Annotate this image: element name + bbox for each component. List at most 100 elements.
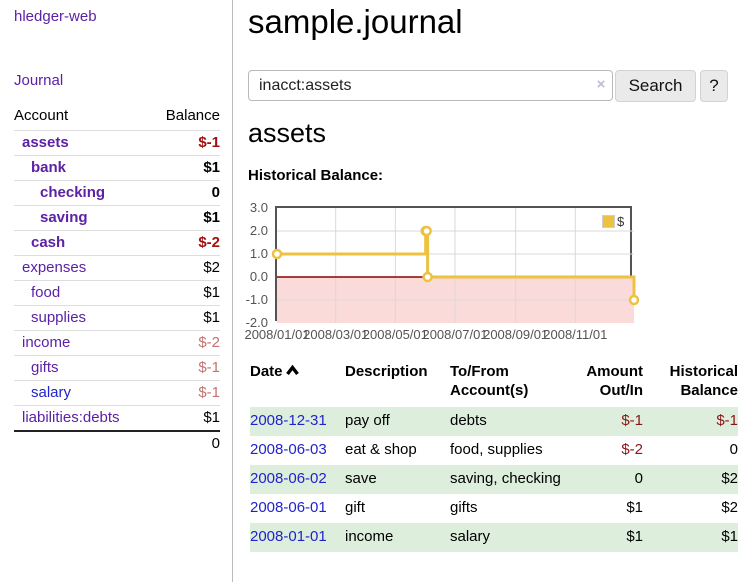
sidebar-item-journal[interactable]: Journal — [14, 72, 64, 89]
clear-search-icon[interactable]: × — [596, 76, 606, 93]
transaction-accounts: salary — [450, 528, 491, 545]
x-tick-label: 2008/09/01 — [483, 327, 549, 342]
account-balance: 0 — [211, 184, 220, 201]
account-balance: $-1 — [198, 359, 220, 376]
chart-y-axis: 3.0 2.0 1.0 0.0 -1.0 -2.0 — [238, 200, 268, 330]
balance-column-header: Balance — [165, 107, 220, 124]
legend-label: $ — [617, 214, 625, 229]
account-balance: $1 — [203, 409, 220, 426]
account-link-liabilities-debts[interactable]: liabilities:debts — [22, 409, 120, 426]
transaction-date-link[interactable]: 2008-06-03 — [250, 441, 327, 458]
chart-x-axis: 2008/01/01 2008/03/01 2008/05/01 2008/07/01… — [244, 327, 634, 345]
accounts-table-header: Account Balance — [14, 103, 220, 131]
x-tick-label: 2008/11/01 — [543, 327, 608, 342]
transaction-accounts: saving, checking — [450, 470, 561, 487]
balance-column-header: Historical Balance — [669, 363, 738, 399]
y-tick-label: 0.0 — [249, 269, 268, 284]
account-link-assets[interactable]: assets — [22, 134, 69, 151]
y-tick-label: -2.0 — [245, 315, 268, 330]
account-balance: $-1 — [198, 384, 220, 401]
register-row: 2008-06-03 eat & shop food, supplies $-2… — [250, 436, 738, 465]
transaction-balance: $-1 — [716, 412, 738, 429]
transaction-amount: $1 — [626, 528, 643, 545]
account-row: supplies $1 — [14, 305, 220, 331]
transaction-amount: $1 — [626, 499, 643, 516]
x-tick-label: 2008/03/01 — [303, 327, 369, 342]
account-link-food[interactable]: food — [31, 284, 61, 301]
account-link-saving[interactable]: saving — [40, 209, 88, 226]
account-balance: $-2 — [198, 334, 220, 351]
register-table: Date Description To/From Account(s) Amou… — [250, 362, 738, 552]
amount-column-header: Amount Out/In — [586, 363, 643, 399]
transaction-description: income — [345, 528, 394, 545]
historical-balance-chart: 3.0 2.0 1.0 0.0 -1.0 -2.0 $ 2008/01/01 2008/03… — [244, 200, 742, 348]
transaction-amount: 0 — [634, 470, 643, 487]
account-row: saving $1 — [14, 205, 220, 231]
register-row: 2008-06-01 gift gifts $1 $2 — [250, 494, 738, 523]
app-title-link[interactable]: hledger-web — [14, 8, 97, 25]
account-link-bank[interactable]: bank — [31, 159, 67, 176]
sort-ascending-icon — [285, 365, 299, 376]
account-heading: assets — [248, 118, 327, 148]
transaction-accounts: gifts — [450, 499, 478, 516]
account-row: expenses $2 — [14, 255, 220, 281]
register-row: 2008-06-02 save saving, checking 0 $2 — [250, 465, 738, 494]
search-input[interactable] — [248, 70, 613, 101]
account-link-checking[interactable]: checking — [40, 184, 106, 201]
accounts-total-row: 0 — [14, 431, 220, 456]
transaction-date-link[interactable]: 2008-06-02 — [250, 470, 327, 487]
register-header-row: Date Description To/From Account(s) Amou… — [250, 362, 738, 407]
account-balance: $1 — [203, 159, 220, 176]
account-link-gifts[interactable]: gifts — [31, 359, 59, 376]
chart-plot — [271, 206, 640, 323]
transaction-balance: $2 — [721, 499, 738, 516]
accounts-total-value: 0 — [211, 435, 220, 452]
x-tick-label: 2008/01/01 — [244, 327, 310, 342]
sidebar: hledger-web Journal Account Balance asse… — [0, 0, 233, 582]
account-row: bank $1 — [14, 155, 220, 181]
transaction-accounts: food, supplies — [450, 441, 543, 458]
transaction-balance: $2 — [721, 470, 738, 487]
chart-title: Historical Balance: — [248, 167, 384, 184]
legend-swatch-icon — [602, 215, 615, 228]
transaction-balance: $1 — [721, 528, 738, 545]
account-balance: $1 — [203, 284, 220, 301]
main-content: sample.journal × Search ? assets Histori… — [244, 0, 742, 582]
register-row: 2008-12-31 pay off debts $-1 $-1 — [250, 407, 738, 436]
y-tick-label: -1.0 — [245, 292, 268, 307]
accounts-balance-table: Account Balance assets $-1 bank $1 check… — [14, 103, 220, 456]
transaction-balance: 0 — [729, 441, 738, 458]
account-link-supplies[interactable]: supplies — [31, 309, 87, 326]
transaction-description: save — [345, 470, 377, 487]
account-row: assets $-1 — [14, 130, 220, 156]
date-column-header[interactable]: Date — [250, 362, 345, 407]
account-row: gifts $-1 — [14, 355, 220, 381]
register-row: 2008-01-01 income salary $1 $1 — [250, 523, 738, 552]
account-row: food $1 — [14, 280, 220, 306]
transaction-description: pay off — [345, 412, 390, 429]
transaction-date-link[interactable]: 2008-01-01 — [250, 528, 327, 545]
transaction-date-link[interactable]: 2008-06-01 — [250, 499, 327, 516]
account-balance: $-2 — [198, 234, 220, 251]
account-row: income $-2 — [14, 330, 220, 356]
search-form: × Search ? — [248, 70, 742, 103]
transaction-description: gift — [345, 499, 366, 516]
transaction-amount: $-1 — [621, 412, 643, 429]
help-button[interactable]: ? — [700, 70, 728, 102]
x-tick-label: 2008/05/01 — [362, 327, 428, 342]
chart-legend: $ — [601, 213, 626, 230]
transaction-accounts: debts — [450, 412, 487, 429]
transaction-date-link[interactable]: 2008-12-31 — [250, 412, 327, 429]
y-tick-label: 2.0 — [249, 223, 268, 238]
account-balance: $2 — [203, 259, 220, 276]
y-tick-label: 1.0 — [249, 246, 268, 261]
transaction-description: eat & shop — [345, 441, 417, 458]
page-title: sample.journal — [248, 3, 463, 40]
account-link-income[interactable]: income — [22, 334, 71, 351]
account-link-salary[interactable]: salary — [31, 384, 72, 401]
y-tick-label: 3.0 — [249, 200, 268, 215]
account-link-expenses[interactable]: expenses — [22, 259, 87, 276]
account-link-cash[interactable]: cash — [31, 234, 66, 251]
search-button[interactable]: Search — [615, 70, 696, 102]
